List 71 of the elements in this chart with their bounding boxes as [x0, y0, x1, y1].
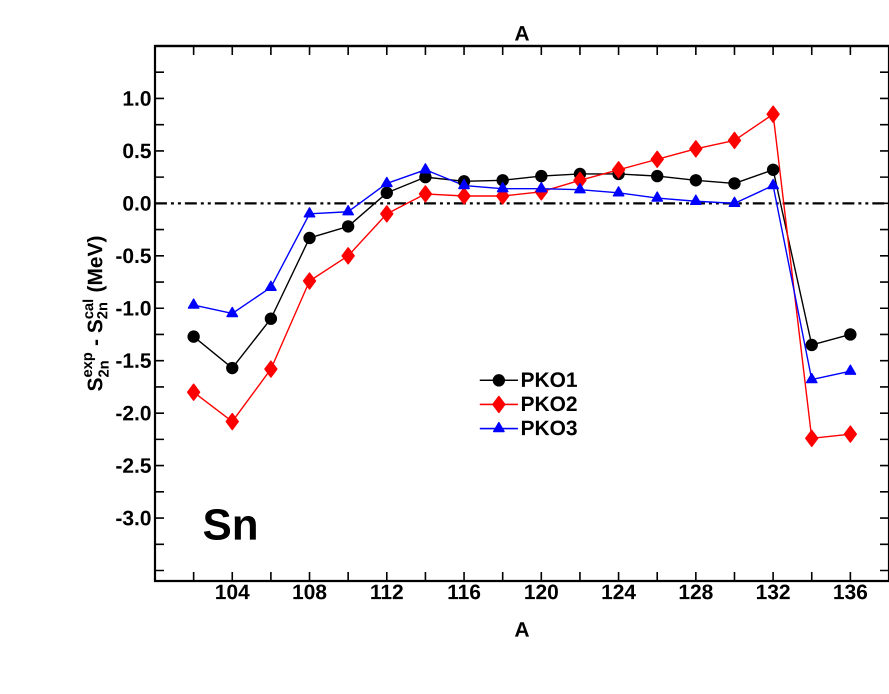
point	[342, 220, 354, 233]
y-tick-label: -1.0	[116, 300, 151, 316]
x-tick-label: 116	[448, 584, 480, 600]
point	[265, 280, 277, 291]
x-tick-label: 136	[834, 584, 868, 600]
y-tick-label: -1.5	[116, 353, 151, 368]
legend-label: PKO3	[522, 420, 577, 436]
y-tick-label: 0.5	[123, 143, 151, 158]
x-tick-label: 128	[680, 584, 713, 600]
point	[187, 330, 200, 343]
point	[844, 364, 856, 375]
point	[806, 372, 818, 384]
point	[380, 205, 394, 223]
legend-label: PKO1	[522, 372, 577, 388]
point	[186, 384, 200, 401]
point	[304, 207, 316, 218]
point	[303, 232, 316, 244]
x-tick-label: 120	[525, 584, 558, 600]
x-tick-label: 132	[756, 584, 790, 600]
point	[805, 430, 818, 447]
point	[690, 194, 702, 205]
point	[766, 106, 780, 123]
point	[418, 185, 432, 203]
point	[651, 191, 664, 202]
x-axis-title: A	[514, 622, 530, 637]
point	[458, 178, 470, 190]
y-tick-label: -0.5	[116, 248, 151, 264]
point	[226, 306, 238, 318]
point	[264, 312, 278, 325]
point	[496, 182, 509, 192]
x2-axis-title: A	[514, 26, 530, 40]
point	[650, 150, 664, 168]
point	[380, 186, 393, 200]
point	[302, 272, 316, 290]
point	[766, 164, 780, 176]
y-tick-label: -2.0	[116, 406, 151, 421]
point	[689, 140, 703, 158]
y-tick-label: -2.5	[116, 458, 151, 474]
point	[806, 338, 818, 352]
y-axis-title: $\textbf{S}^{\textbf{exp}}_{\textbf{2n}}\textbf{ - S}^{\textbf{cal}}_{\textbf{2n}}\textbf{ (MeV)}$	[82, 236, 109, 391]
x-tick-label: 104	[216, 584, 250, 600]
x-tick-label: 112	[371, 584, 403, 600]
point	[380, 176, 393, 188]
point	[844, 425, 858, 443]
point	[535, 182, 548, 192]
y-tick-label: -3.0	[116, 510, 151, 526]
point	[341, 247, 355, 264]
point	[188, 298, 200, 309]
point	[767, 178, 779, 190]
point	[226, 412, 239, 430]
annotation: Sn	[204, 508, 256, 540]
point	[844, 328, 857, 341]
point	[728, 132, 742, 150]
y-tick-label: 1.0	[124, 91, 151, 106]
point	[690, 174, 702, 186]
point	[612, 186, 624, 197]
point	[264, 360, 278, 378]
point	[574, 183, 586, 194]
y-tick-label: 0.0	[123, 196, 151, 211]
point	[457, 187, 471, 205]
point	[612, 161, 626, 178]
legend-label: PKO2	[522, 396, 577, 412]
point	[226, 362, 238, 374]
point	[420, 163, 432, 174]
x-tick-label: 108	[293, 584, 326, 600]
point	[535, 170, 548, 182]
point	[651, 170, 664, 182]
x-tick-label: 124	[602, 584, 636, 600]
point	[342, 205, 354, 216]
point	[728, 196, 740, 208]
point	[728, 177, 741, 190]
